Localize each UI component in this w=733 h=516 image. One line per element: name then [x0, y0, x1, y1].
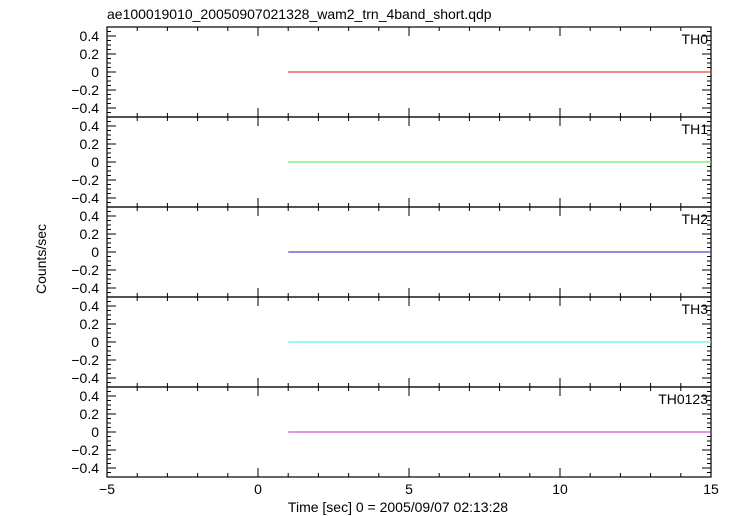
x-axis-label: Time [sec] 0 = 2005/09/07 02:13:28 — [288, 499, 508, 515]
chart-title: ae100019010_20050907021328_wam2_trn_4ban… — [107, 6, 492, 22]
y-tick-label: 0 — [91, 244, 99, 260]
y-tick-label: −0.2 — [71, 442, 99, 458]
y-tick-label: 0.2 — [80, 226, 100, 242]
y-tick-label: 0.2 — [80, 406, 100, 422]
panel-label: TH2 — [682, 211, 709, 227]
y-tick-label: −0.2 — [71, 82, 99, 98]
panel-label: TH0 — [682, 31, 709, 47]
panel-label: TH1 — [682, 121, 709, 137]
y-tick-label: −0.4 — [71, 370, 99, 386]
panel-th2: 0.4 0.2 0 −0.2 −0.4 TH2 — [71, 206, 712, 298]
y-tick-label: 0.2 — [80, 316, 100, 332]
y-axis-label: Counts/sec — [33, 224, 49, 294]
y-tick-label: 0 — [91, 334, 99, 350]
y-tick-label: −0.2 — [71, 262, 99, 278]
y-tick-label: −0.4 — [71, 190, 99, 206]
y-tick-label: 0.4 — [80, 298, 100, 314]
y-tick-label: 0 — [91, 64, 99, 80]
y-tick-label: 0.4 — [80, 208, 100, 224]
y-tick-label: 0.4 — [80, 28, 100, 44]
panels: 0.40.20−0.2−0.4TH00.40.20−0.2−0.4TH10.40… — [71, 26, 712, 478]
panel-th1: 0.4 0.2 0 −0.2 −0.4 TH1 — [71, 116, 712, 208]
y-tick-label: −0.4 — [71, 100, 99, 116]
panel-label: TH3 — [682, 301, 709, 317]
x-tick-label: 15 — [703, 481, 719, 497]
panel-th0123: 0.4 0.2 0 −0.2 −0.4 TH0123 — [71, 386, 712, 478]
x-tick-label: 10 — [552, 481, 568, 497]
y-tick-label: −0.4 — [71, 460, 99, 476]
y-tick-label: −0.2 — [71, 172, 99, 188]
y-tick-label: −0.2 — [71, 352, 99, 368]
panel-th3: 0.4 0.2 0 −0.2 −0.4 TH3 — [71, 296, 712, 388]
x-axis: −5 0 5 10 15 — [99, 481, 719, 497]
y-tick-label: −0.4 — [71, 280, 99, 296]
x-tick-label: −5 — [99, 481, 115, 497]
panel-label: TH0123 — [658, 391, 708, 407]
x-tick-label: 0 — [254, 481, 262, 497]
y-tick-label: 0.4 — [80, 118, 100, 134]
y-tick-label: 0 — [91, 424, 99, 440]
x-tick-label: 5 — [405, 481, 413, 497]
y-tick-label: 0.4 — [80, 388, 100, 404]
y-tick-label: 0.2 — [80, 46, 100, 62]
panel-th0: 0.4 0.2 0 −0.2 −0.4 TH0 — [71, 26, 712, 118]
y-tick-label: 0 — [91, 154, 99, 170]
y-tick-label: 0.2 — [80, 136, 100, 152]
